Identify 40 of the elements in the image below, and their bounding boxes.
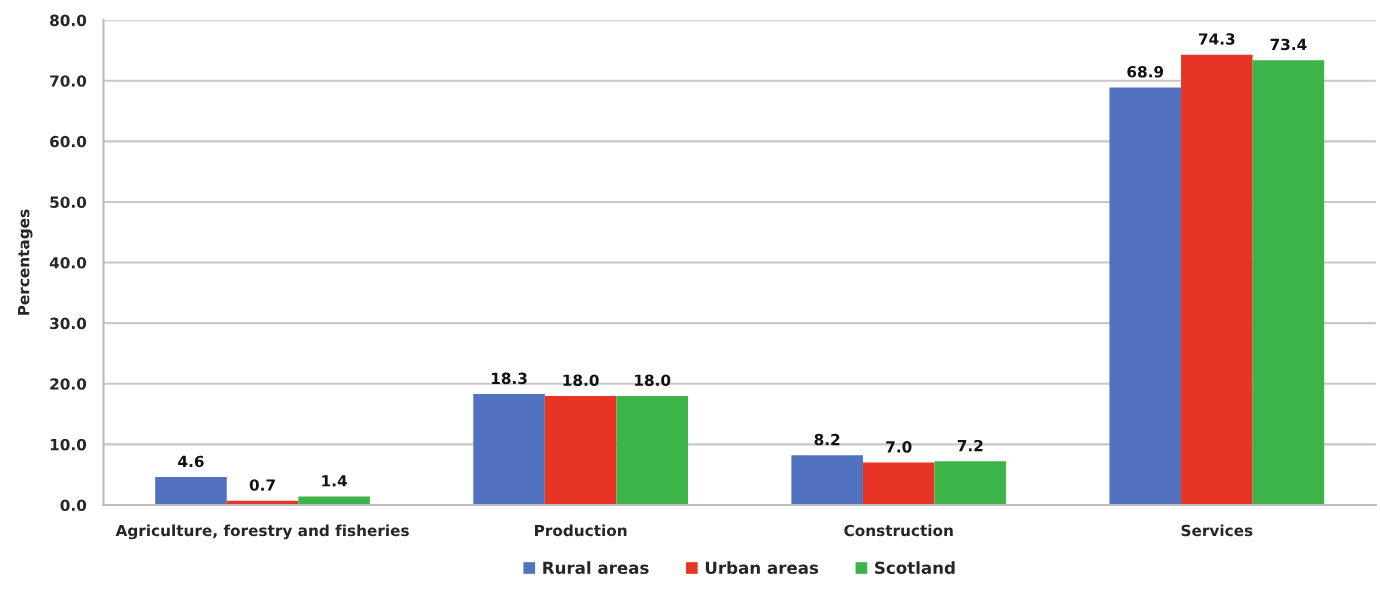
bar — [473, 394, 545, 505]
y-tick-label: 70.0 — [50, 75, 87, 87]
data-label: 18.0 — [563, 374, 599, 386]
bar — [1252, 60, 1325, 505]
x-tick-label: Production — [535, 524, 627, 537]
y-tick-label: 30.0 — [50, 317, 87, 330]
data-label: 68.9 — [1127, 65, 1164, 78]
data-label: 73.4 — [1270, 38, 1307, 51]
bar — [155, 477, 227, 505]
data-label: 18.0 — [635, 374, 671, 386]
bar — [1109, 87, 1182, 505]
y-tick-label: 20.0 — [50, 378, 87, 390]
y-tick-label: 40.0 — [49, 257, 87, 269]
bar — [616, 395, 688, 505]
data-label: 0.7 — [249, 479, 275, 491]
x-tick-label: Construction — [844, 524, 953, 537]
data-label: 1.4 — [322, 475, 347, 487]
legend-label: Urban areas — [705, 561, 819, 575]
data-label: 74.3 — [1198, 33, 1235, 45]
y-tick-label: 50.0 — [50, 196, 87, 208]
data-label: 7.0 — [886, 441, 912, 453]
data-label: 8.2 — [814, 433, 840, 446]
y-axis-title: Percentages — [18, 209, 33, 315]
bar — [544, 395, 617, 505]
x-tick-label: Agriculture, forestry and fisheries — [115, 524, 409, 540]
bar — [791, 455, 863, 505]
bar — [1181, 54, 1253, 505]
bar — [934, 461, 1007, 505]
legend-label: Rural areas — [543, 561, 649, 575]
x-tick-label: Services — [1181, 524, 1253, 537]
y-tick-label: 10.0 — [50, 438, 87, 451]
bar — [862, 462, 935, 505]
legend-label: Scotland — [875, 561, 955, 575]
data-label: 18.3 — [491, 372, 527, 385]
data-label: 4.6 — [178, 455, 204, 468]
data-label: 7.2 — [957, 439, 983, 452]
bar — [298, 496, 370, 505]
y-tick-label: 80.0 — [50, 14, 87, 27]
y-tick-label: 60.0 — [50, 135, 87, 148]
y-tick-label: 0.0 — [60, 499, 87, 511]
